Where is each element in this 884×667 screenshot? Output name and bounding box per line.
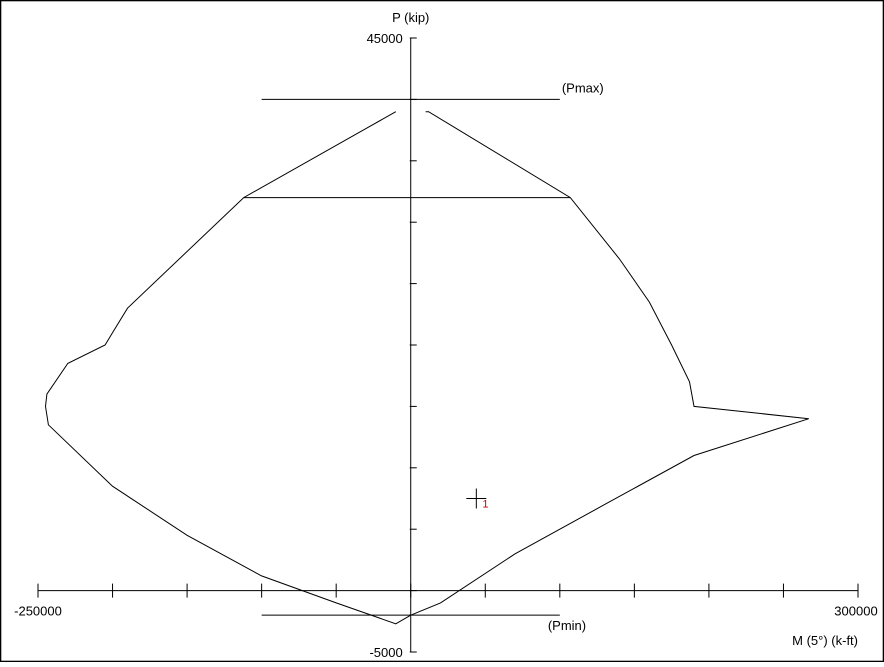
x-tick-label-max: 300000 xyxy=(834,604,877,619)
interaction-curve xyxy=(44,111,809,625)
x-axis-label: M (5°) (k-ft) xyxy=(792,633,858,648)
reference-lines xyxy=(243,98,571,616)
x-axis-ticks xyxy=(37,583,859,598)
y-tick-label-max: 45000 xyxy=(367,31,403,46)
y-tick-label-min: -5000 xyxy=(369,645,402,660)
x-tick-label-min: -250000 xyxy=(14,604,62,619)
load-point-label: 1 xyxy=(482,499,488,511)
pmin-label: (Pmin) xyxy=(548,618,586,633)
y-axis-label: P (kip) xyxy=(392,10,429,25)
load-points: 1 xyxy=(466,488,488,511)
pmax-label: (Pmax) xyxy=(562,80,604,95)
